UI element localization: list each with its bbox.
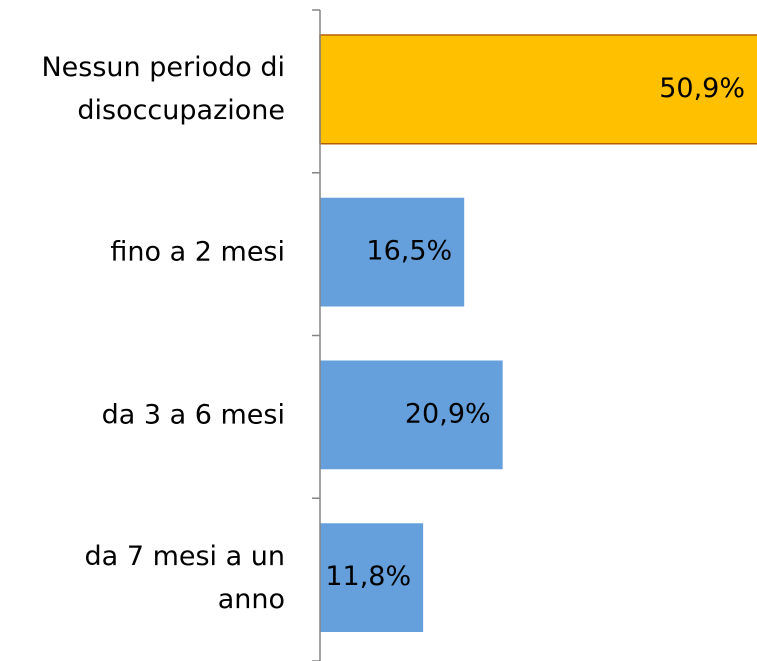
value-label: 20,9% [405, 398, 491, 429]
bar [319, 34, 757, 145]
value-label: 50,9% [659, 73, 745, 104]
category-label: da 7 mesi a un anno [84, 540, 285, 615]
value-label: 16,5% [366, 236, 452, 267]
category-label: fino a 2 mesi [110, 236, 285, 268]
category-label: da 3 a 6 mesi [101, 399, 285, 431]
bar [320, 197, 465, 307]
bar [320, 523, 424, 632]
category-label: Nessun periodo di disoccupazione [41, 52, 285, 127]
bar [320, 360, 503, 470]
value-label: 11,8% [325, 561, 411, 592]
